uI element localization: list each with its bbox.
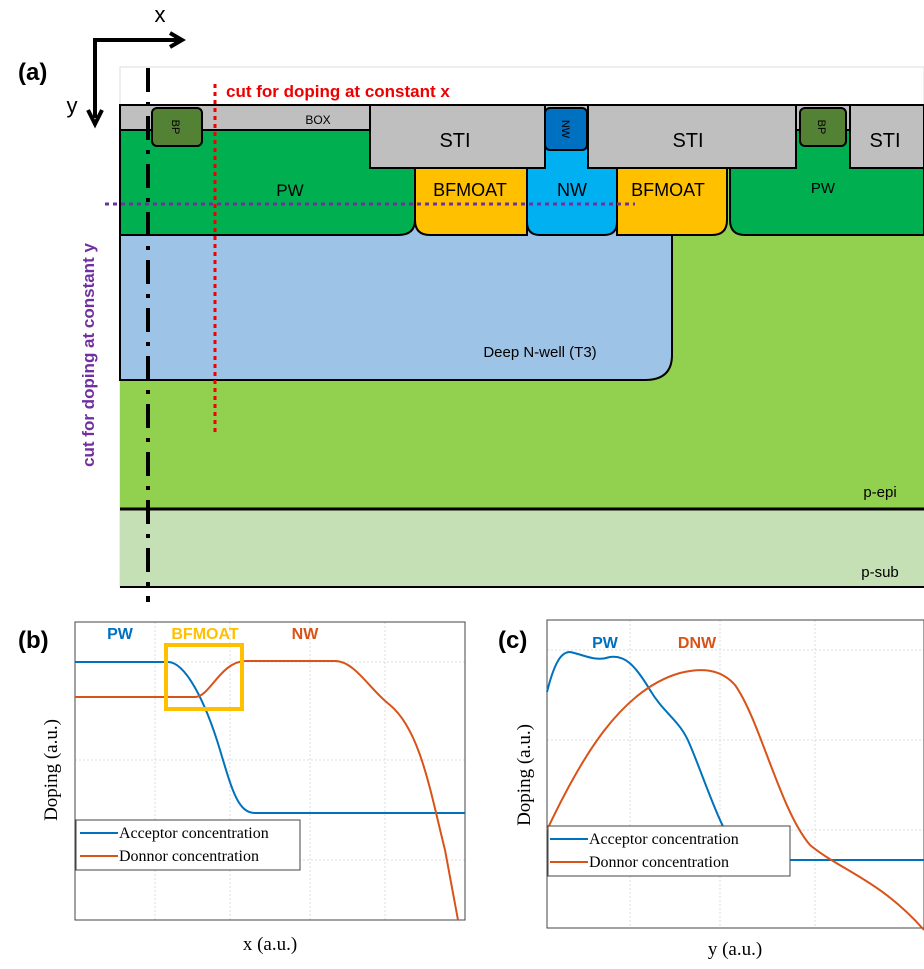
region-label: p-epi: [863, 484, 896, 501]
panel-label: (a): [18, 59, 47, 86]
y-axis-label: Doping (a.u.): [514, 724, 535, 826]
panel-label: (b): [18, 627, 49, 654]
panel-c: PW DNW Doping (a.u.) y (a.u.) Acceptor c…: [498, 619, 924, 960]
p-sub: [120, 510, 924, 587]
legend-entry: Donnor concentration: [119, 848, 259, 865]
region-label: NW: [557, 180, 587, 200]
region-label: PW: [107, 626, 134, 643]
cut-y-label: cut for doping at constant y: [79, 243, 98, 467]
region-label: NW: [292, 626, 320, 643]
legend-entry: Donnor concentration: [589, 854, 729, 871]
region-label: BFMOAT: [631, 180, 705, 200]
nw-contact: [544, 107, 588, 151]
highlight-box: [164, 643, 244, 711]
region-label: STI: [439, 130, 470, 152]
panel-label: (c): [498, 627, 527, 654]
region-label: PW: [811, 180, 836, 197]
region-label: BFMOAT: [171, 626, 238, 643]
region-label: BP: [815, 120, 827, 135]
axes-arrows: [86, 31, 186, 129]
region-label: p-sub: [861, 564, 899, 581]
region-label: BFMOAT: [433, 180, 507, 200]
cut-x-label: cut for doping at constant x: [226, 82, 450, 101]
region-label: BP: [169, 120, 181, 135]
bp-contact: [799, 107, 847, 147]
acceptor-curve: [546, 650, 924, 861]
plot-frame: [546, 619, 924, 929]
bp-contact: [151, 107, 203, 147]
region-label: NW: [559, 120, 571, 139]
panel-a: BOX STI STI STI BP BP NW PW BFMOAT NW BF…: [18, 2, 924, 602]
sti: [587, 104, 797, 169]
sti: [369, 104, 546, 169]
plot-frame: [74, 621, 466, 921]
legend-entry: Acceptor concentration: [119, 825, 269, 842]
legend: [75, 819, 301, 871]
legend: [547, 825, 791, 877]
region-label: DNW: [678, 635, 717, 652]
region-label: BOX: [305, 113, 330, 127]
bfmoat-region: [414, 164, 528, 236]
region-label: PW: [276, 181, 303, 200]
panel-b: PW BFMOAT NW Doping (a.u.) x (a.u.) Acce…: [18, 621, 466, 955]
donor-curve: [75, 660, 459, 921]
region-label: STI: [672, 130, 703, 152]
legend-entry: Acceptor concentration: [589, 831, 739, 848]
grid: [75, 622, 465, 920]
region-label: STI: [869, 130, 900, 152]
bfmoat-region: [616, 164, 728, 236]
region-label: PW: [592, 635, 619, 652]
axis-y-label: y: [67, 93, 78, 118]
x-axis-label: x (a.u.): [243, 934, 297, 955]
x-axis-label: y (a.u.): [708, 939, 762, 960]
axis-x-label: x: [155, 2, 166, 27]
acceptor-curve: [75, 661, 465, 814]
region-label: Deep N-well (T3): [483, 344, 596, 361]
donor-curve: [546, 669, 924, 931]
sti: [849, 104, 924, 169]
y-axis-label: Doping (a.u.): [41, 719, 62, 821]
